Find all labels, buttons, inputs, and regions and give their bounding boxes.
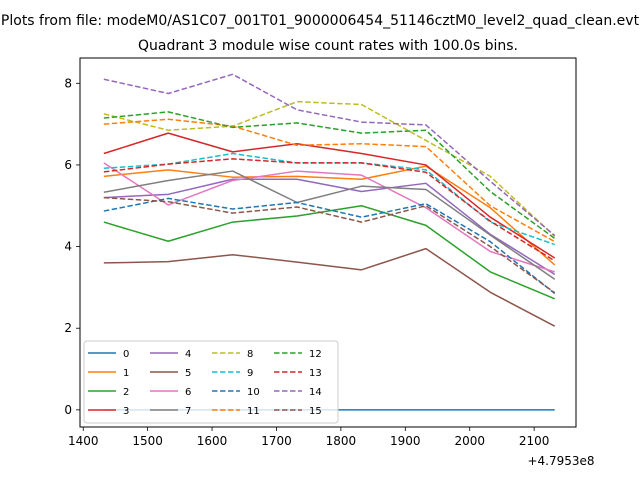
legend-label-2: 2 [123,387,129,398]
series-layer [103,73,556,411]
y-tick-label: 2 [64,321,72,335]
series-line-7 [103,170,556,280]
legend-label-0: 0 [123,349,129,360]
legend-label-14: 14 [309,387,322,398]
y-axis: 0 2 4 6 8 [64,76,80,417]
x-tick-label: 1400 [68,434,99,448]
legend-label-1: 1 [123,368,129,379]
series-line-11 [103,118,556,243]
legend-label-6: 6 [185,387,191,398]
y-tick-label: 0 [64,403,72,417]
series-line-8 [103,100,556,237]
chart-title: Quadrant 3 module wise count rates with … [138,38,518,54]
x-offset-label: +4.7953e8 [527,454,594,468]
legend-label-13: 13 [309,368,322,379]
series-line-4 [103,178,556,275]
series-line-3 [103,132,556,259]
series-line-1 [103,165,556,266]
legend-label-10: 10 [247,387,260,398]
series-line-10 [103,197,556,295]
chart-suptitle: Plots from file: modeM0/AS1C07_001T01_90… [1,13,640,29]
x-tick-label: 1600 [197,434,228,448]
x-tick-label: 1900 [390,434,421,448]
series-line-2 [103,205,556,300]
y-tick-label: 8 [64,76,72,90]
y-tick-label: 4 [64,240,72,254]
x-tick-label: 1800 [326,434,357,448]
series-line-12 [103,111,556,240]
series-line-15 [103,196,556,294]
series-line-5 [103,247,556,327]
legend-label-7: 7 [185,406,191,417]
legend-label-3: 3 [123,406,129,417]
legend-label-4: 4 [185,349,191,360]
x-tick-label: 1700 [261,434,292,448]
legend-label-11: 11 [247,406,260,417]
series-line-13 [103,158,556,262]
x-axis: 1400 1500 1600 1700 1800 1900 2000 2100 [68,427,549,448]
legend-label-9: 9 [247,368,253,379]
legend-label-15: 15 [309,406,322,417]
legend-label-8: 8 [247,349,253,360]
legend-box [83,340,339,424]
plot-area-frame [79,57,577,428]
legend-label-5: 5 [185,368,191,379]
y-tick-label: 6 [64,158,72,172]
legend-label-12: 12 [309,349,322,360]
x-tick-label: 1500 [132,434,163,448]
series-line-14 [103,73,556,237]
x-tick-label: 2100 [519,434,550,448]
x-tick-label: 2000 [454,434,485,448]
